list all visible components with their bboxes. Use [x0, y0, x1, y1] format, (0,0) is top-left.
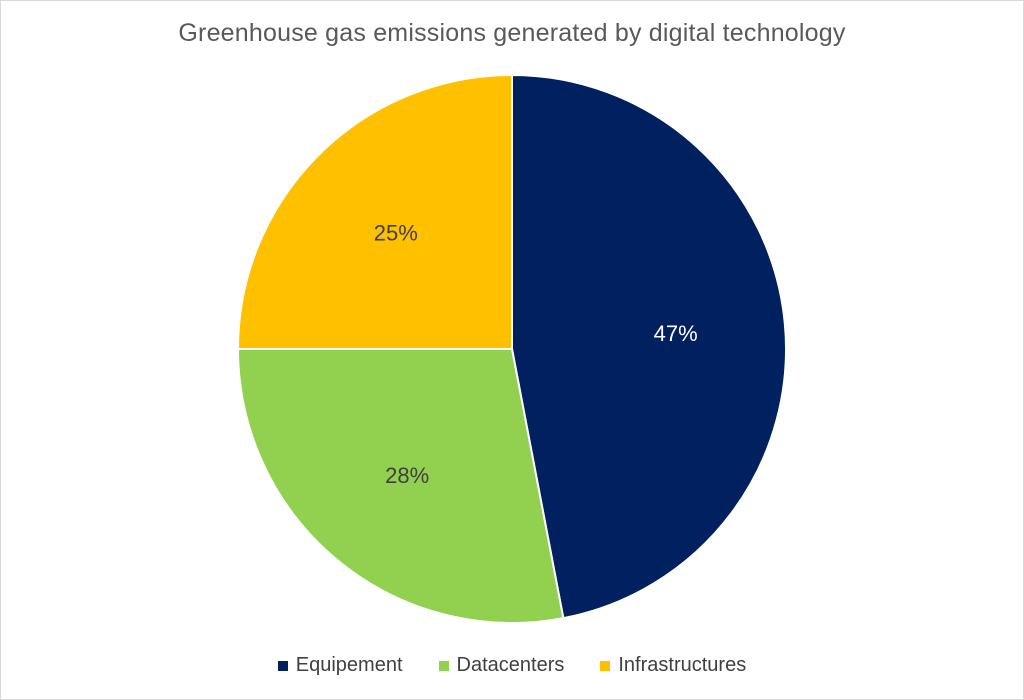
legend-swatch-datacenters	[438, 660, 449, 671]
legend-label-infrastructures: Infrastructures	[618, 654, 747, 676]
chart-title: Greenhouse gas emissions generated by di…	[178, 19, 846, 47]
legend-item-datacenters: Datacenters	[438, 654, 565, 677]
legend-swatch-equipement	[277, 660, 288, 671]
legend-item-infrastructures: Infrastructures	[600, 654, 746, 677]
data-label-infrastructures: 25%	[374, 220, 418, 245]
legend-item-equipement: Equipement	[277, 654, 403, 677]
pie-slice-infrastructures	[236, 73, 513, 350]
legend: Equipement Datacenters Infrastructures	[1, 654, 1023, 677]
legend-label-datacenters: Datacenters	[456, 654, 565, 676]
pie-slice-datacenters	[236, 348, 565, 624]
legend-swatch-infrastructures	[600, 660, 611, 671]
data-label-datacenters: 28%	[385, 463, 429, 488]
pie-slices	[236, 73, 787, 624]
pie-slice-equipement	[511, 73, 787, 620]
legend-label-equipement: Equipement	[295, 654, 403, 676]
pie-data-labels: 47% 28% 25%	[374, 220, 698, 488]
data-label-equipement: 47%	[654, 321, 698, 346]
